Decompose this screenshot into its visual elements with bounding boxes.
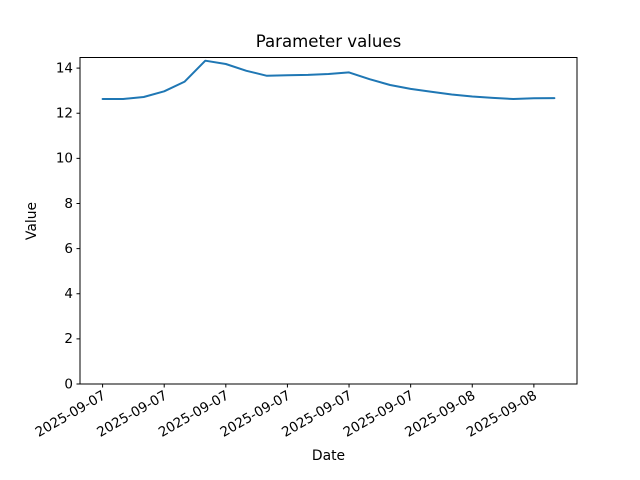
y-axis-ticks: 0 2 4 6 8 10 12 14 [56, 60, 80, 392]
x-tick-label: 2025-09-08 [464, 388, 540, 441]
y-tick-label: 10 [56, 151, 73, 167]
y-tick-label: 4 [64, 286, 73, 302]
y-tick-label: 6 [64, 241, 73, 257]
plot-area [79, 57, 578, 385]
y-axis-label: Value [24, 202, 40, 240]
y-tick-label: 0 [64, 376, 73, 392]
y-tick-label: 8 [64, 196, 73, 212]
x-axis-label: Date [312, 448, 345, 464]
chart-title: Parameter values [256, 32, 402, 51]
y-tick-label: 2 [64, 331, 73, 347]
y-tick-label: 14 [56, 60, 73, 76]
x-axis-ticks: 2025-09-072025-09-072025-09-072025-09-07… [33, 384, 540, 441]
data-line-series [101, 59, 556, 100]
y-tick-label: 12 [56, 106, 73, 122]
